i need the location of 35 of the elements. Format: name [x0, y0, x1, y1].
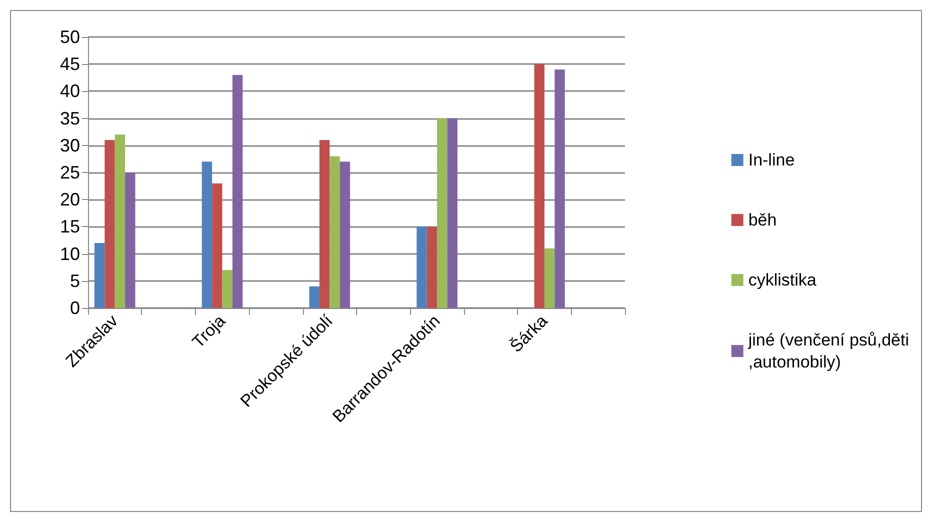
legend-label: jiné (venčení psů,děti ,automobily) [747, 330, 910, 372]
legend-label: cyklistika [748, 270, 817, 290]
legend-label: In-line [748, 150, 795, 170]
y-tick-label: 45 [60, 54, 80, 74]
bar [232, 74, 243, 308]
bar [222, 270, 232, 308]
bar [125, 172, 136, 308]
y-tick-label: 15 [60, 216, 80, 237]
y-tick-label: 25 [60, 162, 80, 182]
y-tick-label: 5 [70, 270, 80, 291]
legend-label: běh [748, 210, 777, 230]
bar [554, 70, 565, 308]
bar [94, 242, 105, 308]
bar [202, 162, 212, 308]
bar [544, 248, 555, 308]
bar [104, 140, 115, 308]
bar [319, 140, 330, 308]
bar [426, 226, 438, 308]
bar [437, 118, 448, 308]
y-tick-label: 10 [60, 244, 80, 264]
bar [534, 64, 544, 308]
bar [447, 118, 458, 308]
y-tick-label: 30 [60, 135, 80, 156]
bar [416, 226, 427, 308]
bar [114, 134, 126, 308]
bar [309, 286, 320, 308]
y-tick-label: 40 [60, 81, 80, 102]
bar [330, 156, 340, 308]
y-tick-label: 50 [60, 27, 80, 47]
y-tick-label: 20 [60, 190, 80, 210]
bar [340, 162, 350, 308]
y-tick-label: 0 [70, 298, 80, 318]
x-tick-label: Troja [188, 310, 230, 352]
y-tick-label: 35 [60, 108, 80, 128]
bar [212, 183, 222, 308]
